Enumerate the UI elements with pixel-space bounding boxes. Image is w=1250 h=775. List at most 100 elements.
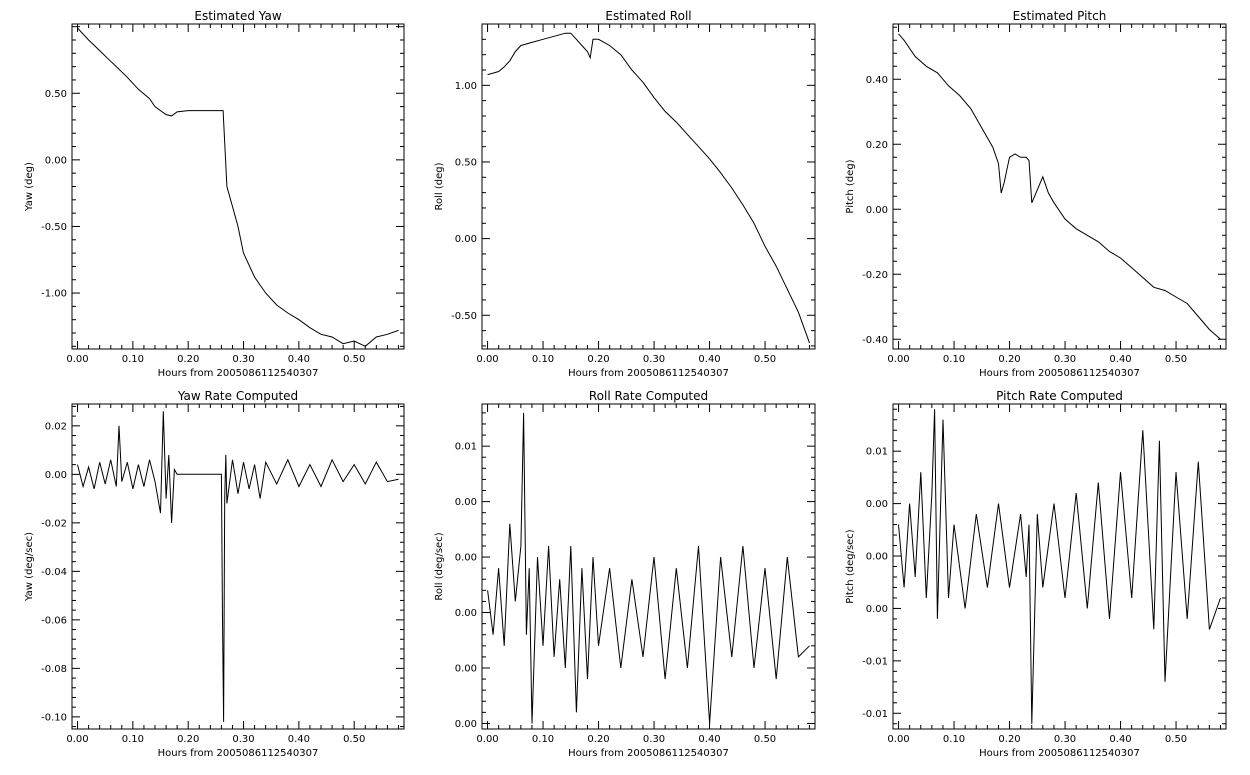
x-tick-label: 0.00 bbox=[476, 734, 498, 745]
x-tick-label: 0.00 bbox=[476, 354, 498, 365]
y-tick-label: 0.00 bbox=[866, 205, 888, 216]
x-tick-label: 0.00 bbox=[887, 354, 909, 365]
y-tick-label: -0.01 bbox=[862, 709, 888, 720]
x-tick-label: 0.20 bbox=[998, 354, 1020, 365]
y-axis-label: Roll (deg) bbox=[434, 162, 445, 210]
chart-title: Estimated Pitch bbox=[1013, 9, 1107, 23]
y-tick-label: -0.40 bbox=[862, 335, 888, 346]
x-tick-label: 0.50 bbox=[1165, 354, 1187, 365]
x-tick-label: 0.10 bbox=[122, 734, 144, 745]
series-line-0 bbox=[77, 411, 399, 722]
plot-frame bbox=[481, 403, 816, 730]
y-tick-label: 0.01 bbox=[455, 442, 477, 453]
y-tick-label: -0.08 bbox=[41, 664, 67, 675]
x-tick-label: 0.40 bbox=[288, 734, 310, 745]
x-tick-label: 0.30 bbox=[1054, 354, 1076, 365]
y-tick-label: -0.20 bbox=[862, 270, 888, 281]
y-axis-label: Pitch (deg) bbox=[845, 159, 856, 213]
chart-panel-3: Yaw Rate Computed Hours from 200508611254… bbox=[24, 389, 405, 759]
plot-frame bbox=[892, 403, 1227, 730]
y-tick-label: 0.00 bbox=[866, 604, 888, 615]
y-tick-label: 0.00 bbox=[455, 497, 477, 508]
x-axis-label: Hours from 2005086112540307 bbox=[979, 748, 1140, 759]
y-tick-label: 0.50 bbox=[45, 89, 67, 100]
x-tick-label: 0.00 bbox=[66, 354, 88, 365]
chart-title: Yaw Rate Computed bbox=[177, 389, 298, 403]
x-tick-label: 0.20 bbox=[587, 354, 609, 365]
y-tick-label: 0.00 bbox=[455, 663, 477, 674]
x-tick-label: 0.50 bbox=[343, 734, 365, 745]
y-tick-label: -0.50 bbox=[41, 222, 67, 233]
y-tick-label: 0.02 bbox=[45, 421, 67, 432]
y-tick-label: -0.50 bbox=[451, 311, 477, 322]
series-line-0 bbox=[898, 33, 1221, 340]
series-line-0 bbox=[77, 27, 399, 347]
plot-frame bbox=[71, 403, 405, 730]
x-axis-label: Hours from 2005086112540307 bbox=[158, 368, 319, 379]
x-tick-label: 0.30 bbox=[232, 734, 254, 745]
x-tick-label: 0.30 bbox=[232, 354, 254, 365]
x-tick-label: 0.10 bbox=[943, 354, 965, 365]
y-tick-label: 1.00 bbox=[455, 81, 477, 92]
chart-panel-5: Pitch Rate Computed Hours from 2005086112… bbox=[845, 389, 1227, 759]
chart-title: Roll Rate Computed bbox=[589, 389, 708, 403]
x-tick-label: 0.20 bbox=[177, 734, 199, 745]
plot-frame bbox=[892, 23, 1227, 350]
x-tick-label: 0.10 bbox=[532, 734, 554, 745]
chart-panel-0: Estimated Yaw Hours from 2005086112540307… bbox=[24, 9, 405, 379]
y-tick-label: -0.02 bbox=[41, 518, 67, 529]
x-tick-label: 0.40 bbox=[1109, 734, 1131, 745]
x-tick-label: 0.10 bbox=[943, 734, 965, 745]
x-tick-label: 0.30 bbox=[1054, 734, 1076, 745]
x-tick-label: 0.00 bbox=[66, 734, 88, 745]
x-tick-label: 0.20 bbox=[998, 734, 1020, 745]
y-axis-label: Roll (deg/sec) bbox=[434, 532, 445, 600]
y-tick-label: 0.00 bbox=[455, 719, 477, 730]
y-tick-label: -0.06 bbox=[41, 615, 67, 626]
x-tick-label: 0.30 bbox=[643, 734, 665, 745]
chart-title: Estimated Yaw bbox=[194, 9, 281, 23]
x-tick-label: 0.40 bbox=[1109, 354, 1131, 365]
y-tick-label: -0.10 bbox=[41, 712, 67, 723]
x-tick-label: 0.20 bbox=[587, 734, 609, 745]
x-tick-label: 0.40 bbox=[288, 354, 310, 365]
chart-title: Pitch Rate Computed bbox=[996, 389, 1123, 403]
y-axis-label: Yaw (deg/sec) bbox=[24, 532, 35, 602]
y-tick-label: 0.00 bbox=[45, 155, 67, 166]
y-tick-label: -0.04 bbox=[41, 567, 67, 578]
x-tick-label: 0.50 bbox=[754, 734, 776, 745]
x-axis-label: Hours from 2005086112540307 bbox=[568, 368, 729, 379]
chart-panel-2: Estimated Pitch Hours from 20050861125403… bbox=[845, 9, 1227, 379]
plot-frame bbox=[71, 23, 405, 350]
x-axis-label: Hours from 2005086112540307 bbox=[979, 368, 1140, 379]
y-tick-label: 0.00 bbox=[455, 608, 477, 619]
y-axis-label: Yaw (deg) bbox=[24, 162, 35, 212]
series-line-0 bbox=[487, 32, 810, 344]
y-axis-label: Pitch (deg/sec) bbox=[845, 529, 856, 604]
x-tick-label: 0.30 bbox=[643, 354, 665, 365]
x-tick-label: 0.40 bbox=[698, 734, 720, 745]
x-tick-label: 0.00 bbox=[887, 734, 909, 745]
y-tick-label: 0.00 bbox=[455, 234, 477, 245]
x-tick-label: 0.10 bbox=[122, 354, 144, 365]
series-line-0 bbox=[898, 409, 1221, 724]
chart-panel-4: Roll Rate Computed Hours from 20050861125… bbox=[434, 389, 816, 759]
y-tick-label: 0.20 bbox=[866, 140, 888, 151]
y-tick-label: -1.00 bbox=[41, 289, 67, 300]
plot-frame bbox=[481, 23, 816, 350]
x-tick-label: 0.40 bbox=[698, 354, 720, 365]
y-tick-label: 0.00 bbox=[45, 470, 67, 481]
y-tick-label: 0.50 bbox=[455, 157, 477, 168]
chart-title: Estimated Roll bbox=[605, 9, 691, 23]
x-axis-label: Hours from 2005086112540307 bbox=[158, 748, 319, 759]
y-tick-label: 0.00 bbox=[455, 553, 477, 564]
y-tick-label: 0.00 bbox=[866, 499, 888, 510]
x-tick-label: 0.20 bbox=[177, 354, 199, 365]
chart-panel-1: Estimated Roll Hours from 200508611254030… bbox=[434, 9, 816, 379]
y-tick-label: 0.00 bbox=[866, 552, 888, 563]
series-line-0 bbox=[487, 412, 810, 724]
x-axis-label: Hours from 2005086112540307 bbox=[568, 748, 729, 759]
y-tick-label: 0.40 bbox=[866, 75, 888, 86]
x-tick-label: 0.10 bbox=[532, 354, 554, 365]
